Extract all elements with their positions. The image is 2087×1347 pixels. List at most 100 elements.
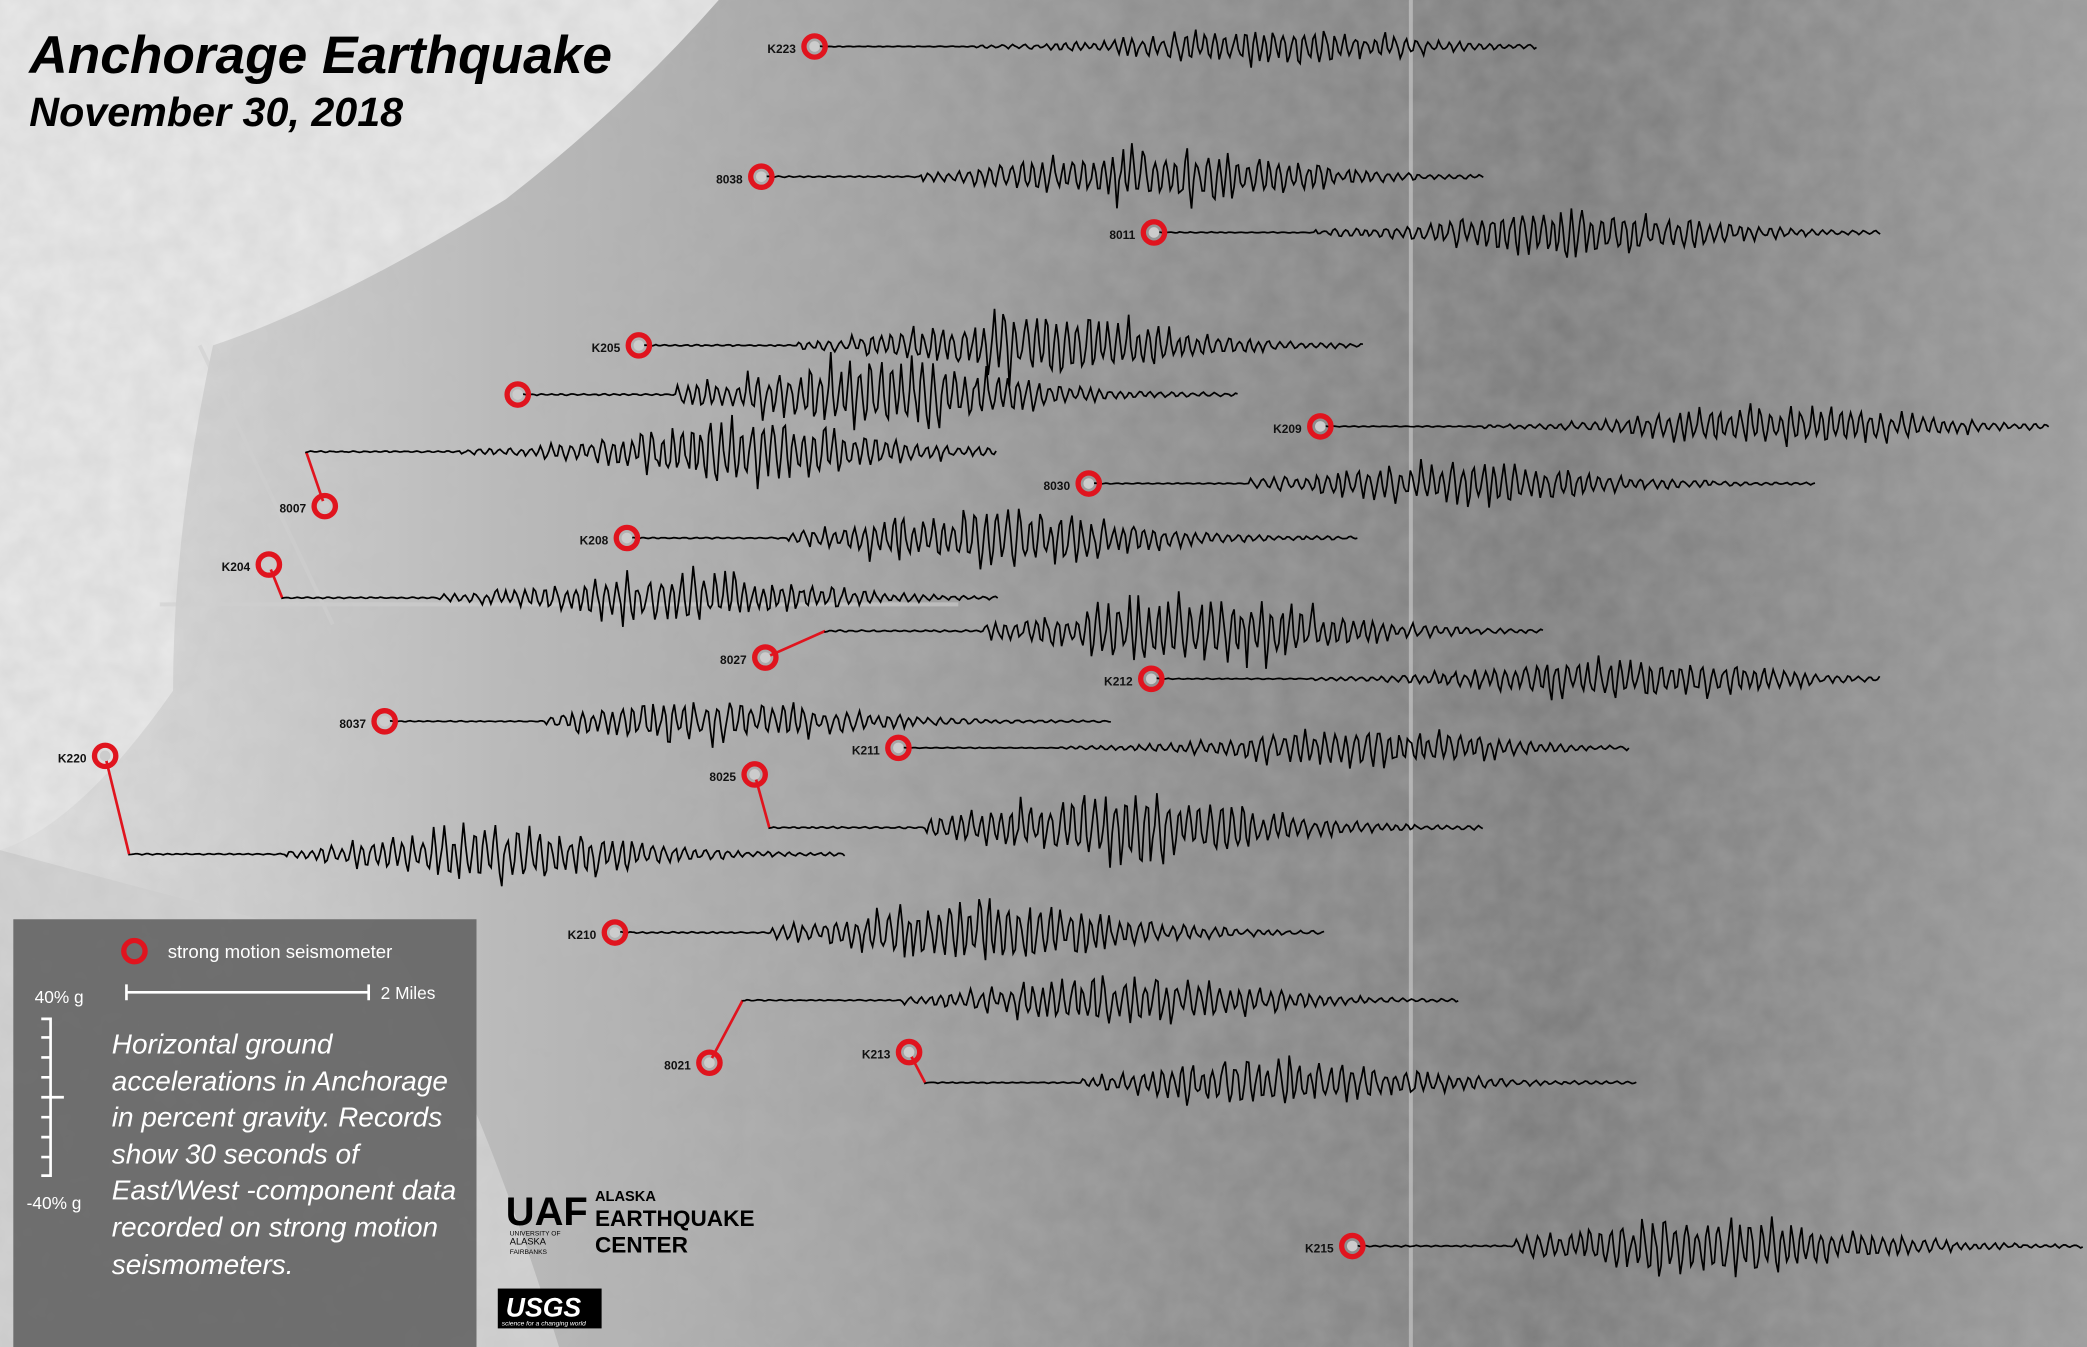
uaf-sub-0: UNIVERSITY OF: [510, 1230, 561, 1237]
seismometer: [748, 163, 775, 190]
station-label: 8021: [664, 1058, 691, 1072]
seismometer: [91, 742, 119, 770]
seismometer: [613, 524, 641, 552]
seismometer-center: [1148, 227, 1160, 238]
station-label: 8007: [280, 502, 307, 516]
usgs-logo: USGS: [506, 1292, 582, 1322]
seismometer-center: [756, 171, 767, 182]
station-label: 8038: [716, 172, 743, 186]
aec-1: EARTHQUAKE: [595, 1206, 755, 1231]
leader-line: [103, 755, 131, 855]
seismometer-center: [1346, 1240, 1358, 1252]
waveform: [824, 591, 1544, 669]
leader-line: [907, 1051, 927, 1084]
seismometer: [895, 1038, 923, 1066]
station-label: K205: [592, 341, 621, 355]
seismometer: [1075, 470, 1103, 497]
seismometer-center: [759, 652, 771, 663]
seismometer: [504, 381, 532, 408]
seismometer: [885, 734, 912, 762]
legend-box: [13, 919, 477, 1347]
station-label: K210: [568, 928, 597, 942]
station-label: K213: [862, 1048, 891, 1062]
waveform: [383, 702, 1111, 748]
seismometer: [801, 33, 828, 60]
seismometer: [311, 492, 339, 520]
legend-marker: [121, 937, 148, 965]
waveform: [768, 793, 1484, 868]
seismometer: [255, 551, 283, 578]
station-label: K211: [852, 744, 880, 758]
waveform: [1319, 403, 2050, 448]
seismometer-center: [704, 1057, 715, 1069]
waveform: [924, 1055, 1637, 1106]
waveforms: [103, 29, 2084, 1278]
seismometer-center: [263, 559, 275, 570]
station-label: K220: [58, 752, 87, 766]
seismometer: [752, 644, 779, 671]
description: Horizontal ground accelerations in Ancho…: [111, 1029, 457, 1280]
seismometer-center: [809, 41, 820, 52]
seismometer-center: [749, 769, 760, 780]
seismometer: [741, 761, 768, 788]
station-label: 8037: [339, 717, 366, 731]
uaf-sub-1: ALASKA: [510, 1237, 547, 1247]
waveform: [638, 308, 1364, 387]
aec-0: ALASKA: [595, 1189, 656, 1205]
seismometer-center: [1145, 673, 1157, 685]
waveform: [813, 29, 1537, 68]
station-label: K209: [1273, 422, 1302, 436]
amp-top: 40% g: [35, 987, 84, 1007]
logos: UAF UNIVERSITY OF ALASKA FAIRBANKS ALASK…: [497, 1189, 755, 1329]
waveform: [760, 143, 1484, 209]
seismometer: [371, 708, 398, 735]
seismometer-center: [379, 716, 390, 727]
station-label: K223: [767, 42, 796, 56]
station-label: 8030: [1044, 479, 1071, 493]
station-label: K212: [1104, 674, 1133, 688]
station-label: 8027: [720, 653, 747, 667]
seismometer: [1140, 219, 1168, 246]
seismometer-center: [893, 742, 904, 754]
uaf-sub-2: FAIRBANKS: [510, 1249, 548, 1256]
title: Anchorage Earthquake: [27, 26, 612, 85]
station-label: K208: [580, 534, 609, 548]
seismometer-center: [903, 1046, 915, 1058]
station-label: 8011: [1109, 228, 1135, 242]
stations: K223 8038 8011 K205 K209 8007 8030 K208 K204 8027…: [58, 33, 1366, 1260]
station-label: K215: [1305, 1242, 1334, 1256]
waveform: [305, 414, 997, 490]
leader-line: [267, 564, 284, 599]
seismometer-center: [1315, 421, 1326, 432]
seismometer-center: [633, 340, 645, 351]
seismometer: [1338, 1232, 1366, 1260]
waveform: [1351, 1216, 2084, 1278]
usgs-sub: science for a changing world: [502, 1321, 586, 1328]
seismometer: [1307, 413, 1334, 440]
uaf-logo: UAF: [506, 1190, 588, 1234]
seismometer-center: [1083, 478, 1095, 489]
scale-label: 2 Miles: [381, 983, 436, 1003]
waveform: [1153, 208, 1881, 258]
seismometer-center: [621, 532, 633, 544]
waveform: [281, 565, 999, 627]
seismometer-center: [512, 389, 524, 400]
waveform: [1150, 655, 1881, 701]
seismometer-center: [319, 500, 331, 512]
aec-2: CENTER: [595, 1233, 688, 1258]
amp-scale: [41, 1017, 64, 1177]
seismometer: [696, 1049, 723, 1077]
waveform: [516, 351, 1238, 431]
seismometer: [1138, 665, 1165, 693]
amp-bottom: -40% g: [27, 1193, 82, 1213]
station-label: 8025: [709, 770, 736, 784]
waveform: [741, 975, 1459, 1025]
waveform: [128, 822, 846, 887]
legend: strong motion seismometer 2 Miles 40% g …: [13, 919, 477, 1347]
usgs-logo-bg: [497, 1288, 602, 1329]
seismometer: [625, 332, 653, 359]
station-label: K204: [222, 560, 251, 574]
waveform: [614, 898, 1325, 961]
scale-bar: [125, 984, 371, 1001]
